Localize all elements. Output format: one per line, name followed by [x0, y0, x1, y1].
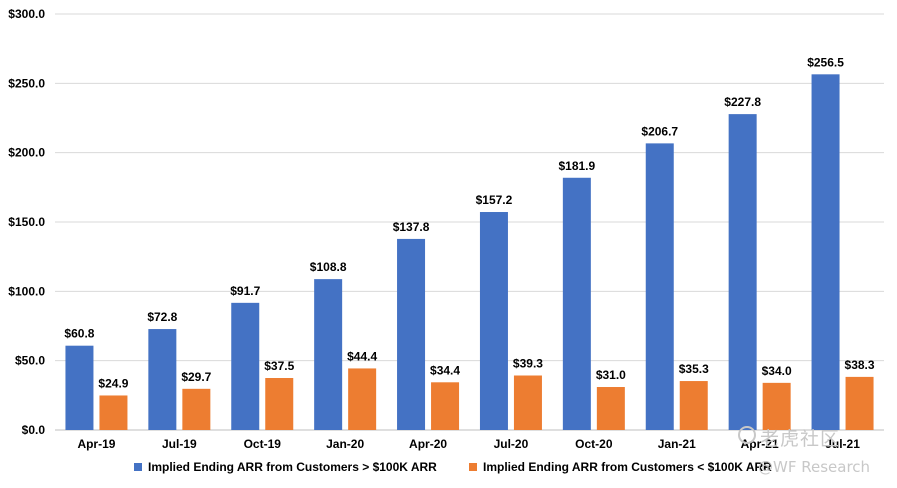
data-label-series-1: $206.7 [641, 124, 678, 138]
bar-series-1 [231, 302, 260, 430]
bar-chart: $0.0$50.0$100.0$150.0$200.0$250.0$300.0 … [8, 7, 884, 451]
y-tick-label: $250.0 [8, 76, 45, 90]
y-tick-label: $0.0 [22, 423, 46, 437]
bar-series-1 [811, 74, 840, 430]
legend-item-series-2: Implied Ending ARR from Customers < $100… [469, 460, 772, 474]
bar-series-1 [479, 212, 508, 430]
watermark-logo-icon [738, 426, 756, 444]
bar-series-2 [845, 376, 874, 430]
bar-series-1 [397, 238, 426, 430]
bar-series-2 [762, 382, 791, 430]
x-tick-label: Apr-19 [77, 437, 115, 451]
bar-series-1 [65, 345, 94, 430]
legend-swatch-series-2 [469, 463, 477, 471]
legend-swatch-series-1 [134, 463, 142, 471]
legend-label-series-1: Implied Ending ARR from Customers > $100… [148, 460, 437, 474]
data-label-series-1: $227.8 [724, 95, 761, 109]
bar-series-1 [148, 329, 177, 430]
bar-series-1 [314, 279, 343, 430]
x-tick-label: Jan-20 [326, 437, 364, 451]
x-tick-label: Oct-20 [575, 437, 613, 451]
data-label-series-1: $60.8 [64, 327, 94, 341]
x-tick-label: Oct-19 [244, 437, 282, 451]
bar-series-2 [348, 368, 377, 430]
y-tick-label: $200.0 [8, 146, 45, 160]
data-label-series-2: $31.0 [596, 368, 626, 382]
legend: Implied Ending ARR from Customers > $100… [0, 460, 897, 480]
data-label-series-1: $181.9 [558, 159, 595, 173]
x-tick-label: Jul-21 [825, 437, 860, 451]
data-label-series-2: $29.7 [181, 370, 211, 384]
bar-series-1 [562, 177, 591, 430]
bar-series-2 [513, 375, 542, 430]
data-label-series-2: $34.4 [430, 363, 460, 377]
data-label-series-1: $108.8 [310, 260, 347, 274]
bar-series-1 [645, 143, 674, 430]
data-label-series-1: $72.8 [147, 310, 177, 324]
bar-series-2 [265, 378, 294, 430]
data-label-series-2: $37.5 [264, 359, 294, 373]
watermark-cn: 老虎社区 [760, 428, 841, 450]
legend-item-series-1: Implied Ending ARR from Customers > $100… [134, 460, 437, 474]
bar-series-2 [679, 381, 708, 430]
bars [65, 74, 874, 430]
bar-series-2 [182, 388, 211, 430]
y-axis-tick-labels: $0.0 $50.0 $100.0 $150.0 $200.0 $250.0 $300.0 [8, 7, 45, 437]
bar-series-2 [431, 382, 460, 430]
data-label-series-1: $137.8 [393, 220, 430, 234]
watermark-en: @WF Research [758, 458, 871, 476]
y-tick-label: $300.0 [8, 7, 45, 21]
x-tick-label: Jul-19 [162, 437, 197, 451]
bar-series-1 [728, 114, 757, 430]
gridlines [55, 13, 884, 431]
y-tick-label: $100.0 [8, 284, 45, 298]
data-label-series-2: $34.0 [762, 364, 792, 378]
data-labels: $60.8 $24.9 $72.8 $29.7 $91.7 $37.5 $108.8 $44.… [64, 55, 874, 390]
data-label-series-1: $91.7 [230, 284, 260, 298]
data-label-series-2: $38.3 [845, 358, 875, 372]
legend-label-series-2: Implied Ending ARR from Customers < $100… [483, 460, 772, 474]
y-tick-label: $50.0 [15, 354, 45, 368]
bar-series-2 [596, 387, 625, 430]
y-tick-label: $150.0 [8, 215, 45, 229]
x-tick-label: Jan-21 [658, 437, 696, 451]
data-label-series-2: $44.4 [347, 349, 377, 363]
bar-series-2 [99, 395, 128, 430]
x-axis-tick-labels: Apr-19 Jul-19 Oct-19 Jan-20 Apr-20 Jul-20 Oct-… [77, 437, 860, 451]
data-label-series-1: $256.5 [807, 55, 844, 69]
data-label-series-2: $35.3 [679, 362, 709, 376]
data-label-series-2: $39.3 [513, 357, 543, 371]
data-label-series-1: $157.2 [476, 193, 513, 207]
x-tick-label: Apr-20 [409, 437, 447, 451]
data-label-series-2: $24.9 [98, 376, 128, 390]
x-tick-label: Jul-20 [494, 437, 529, 451]
